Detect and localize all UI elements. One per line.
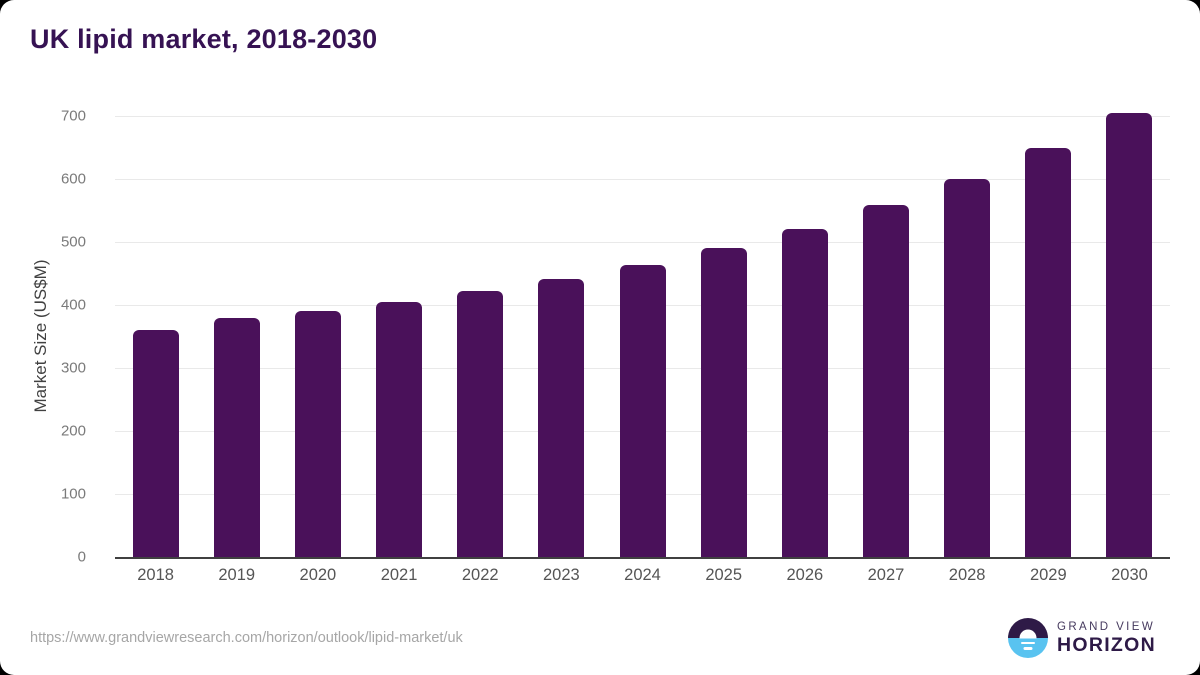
x-tick-label-2029: 2029 xyxy=(1029,566,1067,584)
x-tick-label-2023: 2023 xyxy=(543,566,580,584)
logo-text: GRAND VIEW HORIZON xyxy=(1057,621,1156,656)
y-tick-label-600: 600 xyxy=(60,170,86,188)
y-tick-label-100: 100 xyxy=(60,485,86,503)
x-tick-label-2030: 2030 xyxy=(1111,566,1148,584)
gridline-700 xyxy=(115,116,1170,117)
x-tick-label-2021: 2021 xyxy=(380,566,418,584)
bars-container xyxy=(115,112,1170,557)
y-tick-label-200: 200 xyxy=(60,422,86,440)
x-tick-label-2027: 2027 xyxy=(867,566,905,584)
x-tick-label-2026: 2026 xyxy=(786,566,824,584)
logo-sun-icon xyxy=(1019,629,1037,638)
bar-2019 xyxy=(213,317,260,557)
gridline-500 xyxy=(115,242,1170,243)
logo-reflection-line-2 xyxy=(1023,647,1033,650)
y-tick-label-400: 400 xyxy=(60,296,86,314)
y-tick-label-700: 700 xyxy=(60,107,86,125)
y-tick-label-500: 500 xyxy=(60,233,86,251)
bar-slot-2030 xyxy=(1089,112,1170,557)
bar-slot-2028 xyxy=(927,116,1008,557)
bar-2029 xyxy=(1025,148,1072,557)
y-axis-ticks: 0 100 200 300 400 500 600 700 xyxy=(0,108,100,566)
gridline-600 xyxy=(115,179,1170,180)
bar-slot-2018 xyxy=(115,116,196,557)
x-tick-label-2025: 2025 xyxy=(705,566,743,584)
bar-2027 xyxy=(862,205,909,557)
bar-slot-2022 xyxy=(440,116,521,557)
bar-2023 xyxy=(538,279,585,557)
x-tick-label-2020: 2020 xyxy=(299,566,337,584)
x-tick-label-2019: 2019 xyxy=(218,566,256,584)
bar-2022 xyxy=(457,291,504,557)
source-url: https://www.grandviewresearch.com/horizo… xyxy=(30,630,463,646)
bar-slot-2027 xyxy=(845,116,926,557)
bar-2030 xyxy=(1106,112,1153,557)
x-tick-label-2018: 2018 xyxy=(137,566,174,584)
bar-2026 xyxy=(781,228,828,557)
horizon-sun-logo-icon xyxy=(1007,618,1048,658)
bar-slot-2021 xyxy=(358,116,439,557)
bar-slot-2029 xyxy=(1008,116,1089,557)
bar-slot-2020 xyxy=(277,116,358,557)
logo-reflection-line-1 xyxy=(1020,641,1035,645)
logo-sky-half xyxy=(1007,618,1048,638)
y-tick-label-0: 0 xyxy=(77,548,86,566)
page-title: UK lipid market, 2018-2030 xyxy=(30,24,378,54)
bar-2018 xyxy=(132,330,179,557)
logo-brand-name: GRAND VIEW xyxy=(1056,620,1156,633)
plot-area xyxy=(115,112,1170,559)
x-tick-label-2028: 2028 xyxy=(948,566,986,584)
y-tick-label-300: 300 xyxy=(60,359,86,377)
bar-slot-2025 xyxy=(683,116,764,557)
bar-slot-2026 xyxy=(764,116,845,557)
bar-slot-2023 xyxy=(521,116,602,557)
x-tick-label-2024: 2024 xyxy=(624,566,661,584)
bar-slot-2024 xyxy=(602,116,683,557)
bar-2028 xyxy=(944,179,991,557)
bar-2024 xyxy=(619,264,666,557)
x-tick-label-2022: 2022 xyxy=(461,566,499,584)
grand-view-horizon-logo: GRAND VIEW HORIZON xyxy=(1007,618,1156,658)
logo-product-name: HORIZON xyxy=(1056,633,1156,656)
x-axis-labels: 2018 2019 2020 2021 2022 2023 2024 2025 2026 2027… xyxy=(115,566,1170,585)
bar-slot-2019 xyxy=(196,116,277,557)
bar-2025 xyxy=(700,248,747,557)
bar-2021 xyxy=(376,301,423,557)
bar-2020 xyxy=(294,311,341,557)
